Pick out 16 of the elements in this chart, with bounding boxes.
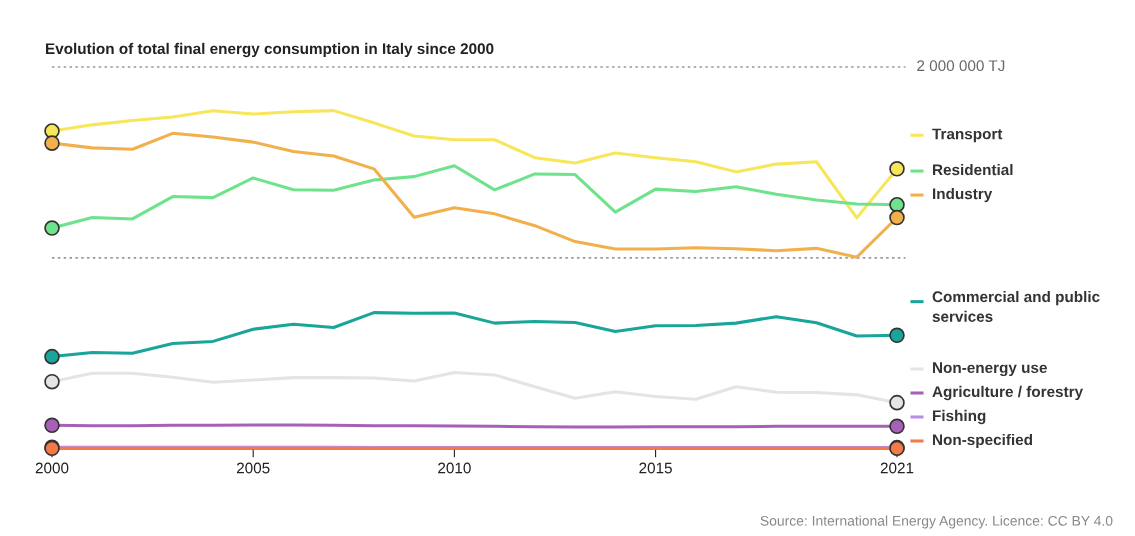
legend-label: Fishing: [933, 409, 986, 425]
ref-line-label: 2 000 000 TJ: [917, 60, 1005, 72]
legend-label: Industry: [933, 187, 993, 203]
chart-title: Evolution of total final energy consumption in Italy since 2000: [46, 42, 494, 58]
x-tick-label: 2021: [880, 462, 914, 474]
x-tick-label: 2000: [35, 462, 69, 474]
source-note: Source: International Energy Agency. Licence: CC BY 4.0: [760, 515, 1113, 529]
legend-label: Non-energy use: [933, 362, 1047, 377]
x-tick-label: 2015: [639, 462, 672, 474]
legend-label: Non-specified: [933, 433, 1033, 449]
legend-label: Residential: [933, 163, 1013, 176]
x-tick-label: 2010: [438, 462, 471, 474]
legend-label: Transport: [932, 128, 1003, 143]
legend-label: Commercial and public services: [932, 290, 1100, 322]
x-tick-label: 2005: [236, 462, 270, 474]
legend-label: Agriculture / forestry: [932, 385, 1084, 401]
